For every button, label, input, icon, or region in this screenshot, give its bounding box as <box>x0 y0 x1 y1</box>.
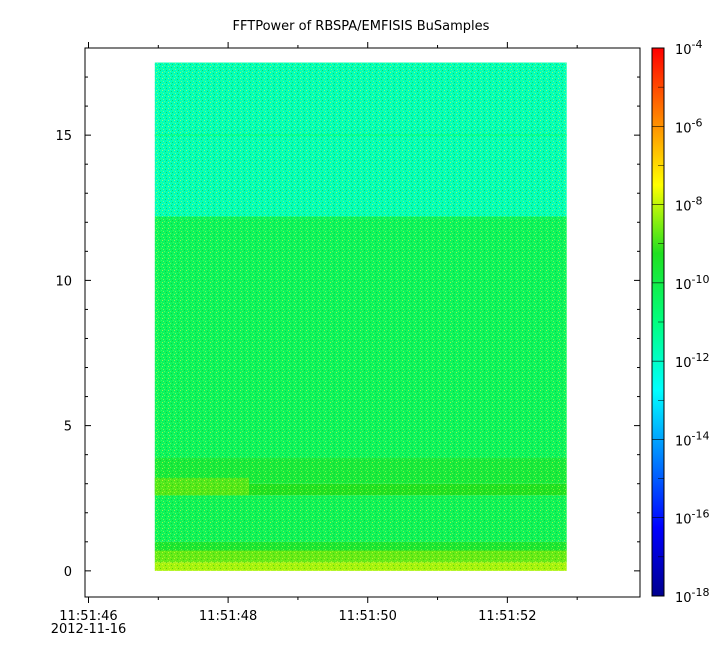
y-tick-label: 0 <box>64 565 72 580</box>
colorbar-tick-label: 10-4 <box>675 38 703 58</box>
x-tick-date-label: 2012-11-16 <box>51 622 127 637</box>
x-tick-label: 11:51:46 <box>59 609 117 624</box>
colorbar-tick-label: 10-12 <box>675 351 710 371</box>
colorbar-tick-label: 10-6 <box>675 116 703 136</box>
x-tick-label: 11:51:52 <box>478 609 536 624</box>
x-tick-label: 11:51:48 <box>199 609 257 624</box>
chart-title: FFTPower of RBSPA/EMFISIS BuSamples <box>233 19 490 34</box>
colorbar-tick-label: 10-10 <box>675 273 710 293</box>
y-axis: 0 5 10 15 <box>55 76 640 580</box>
colorbar-axis: 10-4 10-6 10-8 10-10 10-12 10-14 10-16 10-18 <box>652 38 710 606</box>
y-tick-label: 10 <box>55 274 72 289</box>
y-tick-label: 15 <box>55 129 72 144</box>
colorbar-tick-label: 10-14 <box>675 429 710 449</box>
spectrogram-noise-texture <box>154 62 567 571</box>
heatmap-area <box>154 62 567 571</box>
x-tick-label: 11:51:50 <box>339 609 397 624</box>
y-tick-label: 5 <box>64 420 72 435</box>
colorbar-tick-label: 10-18 <box>675 586 710 606</box>
colorbar-tick-label: 10-8 <box>675 195 703 215</box>
colorbar-tick-label: 10-16 <box>675 508 710 528</box>
